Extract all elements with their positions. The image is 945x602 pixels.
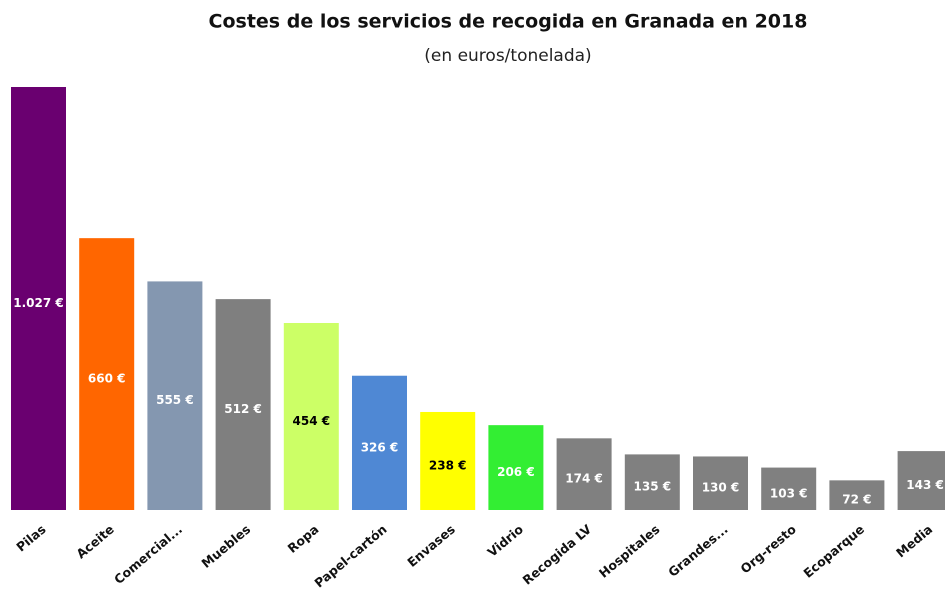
bar bbox=[215, 299, 271, 510]
value-label: 512 € bbox=[224, 402, 262, 416]
value-label: 72 € bbox=[842, 493, 871, 507]
x-tick-label: Ropa bbox=[285, 521, 322, 555]
x-tick-label: Papel-cartón bbox=[311, 521, 389, 590]
x-tick-label: Vidrio bbox=[484, 521, 526, 560]
x-tick-label: Envases bbox=[404, 521, 458, 569]
bar bbox=[11, 87, 66, 510]
bar bbox=[420, 411, 476, 510]
x-tick-label: Aceite bbox=[73, 521, 117, 561]
value-label: 135 € bbox=[634, 480, 672, 494]
x-tick-label: Ecoparque bbox=[800, 521, 867, 580]
bar bbox=[829, 480, 885, 510]
value-label: 206 € bbox=[497, 465, 535, 479]
value-label: 454 € bbox=[293, 414, 331, 428]
chart-subtitle: (en euros/tonelada) bbox=[424, 46, 591, 66]
value-label: 326 € bbox=[361, 440, 399, 454]
bar bbox=[147, 281, 203, 510]
value-label: 660 € bbox=[88, 372, 126, 386]
bar bbox=[897, 451, 945, 510]
x-tick-label: Media bbox=[893, 521, 935, 560]
chart-title: Costes de los servicios de recogida en G… bbox=[209, 11, 808, 33]
bar bbox=[352, 375, 407, 510]
x-tick-label: Muebles bbox=[198, 521, 253, 570]
bar bbox=[761, 467, 817, 510]
bar bbox=[488, 425, 544, 510]
x-tick-label: Grandes... bbox=[665, 521, 730, 579]
x-tick-label: Pilas bbox=[13, 521, 48, 554]
value-label: 143 € bbox=[906, 478, 944, 492]
x-tick-label: Comercial... bbox=[111, 521, 185, 587]
bar bbox=[283, 323, 339, 510]
value-label: 555 € bbox=[156, 393, 194, 407]
x-tick-label: Org-resto bbox=[737, 521, 799, 576]
value-label: 174 € bbox=[565, 472, 603, 486]
value-label: 130 € bbox=[702, 481, 740, 495]
x-tick-label: Recogida LV bbox=[520, 521, 595, 587]
value-label: 238 € bbox=[429, 458, 467, 472]
bar bbox=[556, 438, 612, 510]
bar bbox=[79, 238, 135, 511]
bar bbox=[624, 454, 680, 510]
value-label: 1.027 € bbox=[13, 296, 63, 310]
bar bbox=[693, 456, 748, 510]
x-tick-label: Hospitales bbox=[596, 521, 663, 580]
value-label: 103 € bbox=[770, 486, 808, 500]
